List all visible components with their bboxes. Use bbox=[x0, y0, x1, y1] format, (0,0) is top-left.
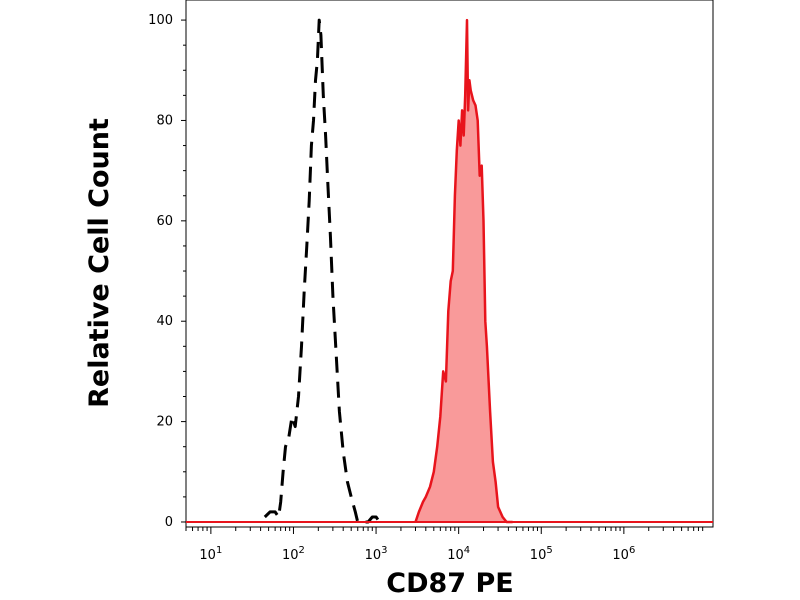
x-axis: 101 102 103 104 105 106 bbox=[185, 527, 704, 563]
series-1-line bbox=[263, 18, 383, 524]
x-tick-label: 105 bbox=[530, 545, 553, 563]
x-axis-title: CD87 PE bbox=[386, 568, 513, 599]
y-tick-label: 60 bbox=[156, 214, 173, 229]
x-tick-label: 102 bbox=[282, 545, 305, 563]
series-2-line bbox=[414, 18, 513, 524]
plot-frame bbox=[185, 0, 714, 528]
x-tick-label: 103 bbox=[365, 545, 388, 563]
x-tick-label: 101 bbox=[199, 545, 222, 563]
series-layer bbox=[186, 18, 713, 524]
y-tick-label: 20 bbox=[156, 415, 173, 430]
y-tick-label: 100 bbox=[148, 13, 173, 28]
x-tick-label: 104 bbox=[447, 545, 470, 563]
y-axis: 0 20 40 60 80 100 bbox=[148, 13, 186, 530]
x-tick-label: 106 bbox=[612, 545, 635, 563]
y-tick-label: 0 bbox=[165, 515, 173, 530]
y-axis-title: Relative Cell Count bbox=[84, 118, 115, 408]
y-tick-label: 40 bbox=[156, 314, 173, 329]
y-tick-label: 80 bbox=[156, 113, 173, 128]
